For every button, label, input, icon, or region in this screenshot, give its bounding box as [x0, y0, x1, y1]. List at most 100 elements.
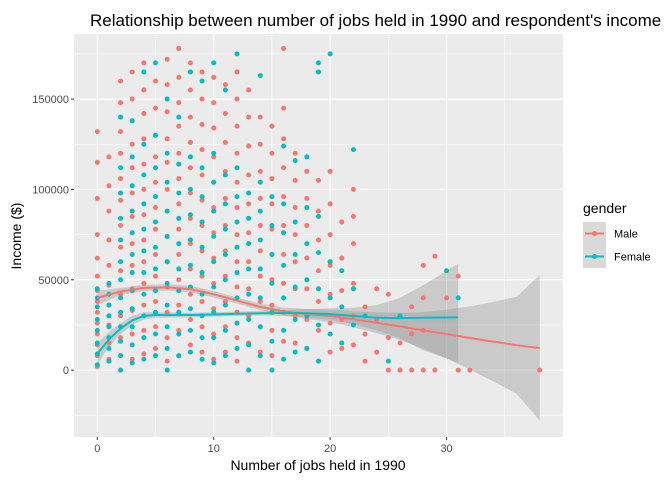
point-female [222, 327, 228, 333]
point-male [281, 136, 287, 142]
point-male [234, 96, 240, 102]
point-male [199, 248, 205, 254]
point-male [467, 367, 473, 373]
point-female [281, 327, 287, 333]
point-female [118, 165, 124, 171]
legend-key-point [592, 254, 597, 259]
point-female [176, 215, 182, 221]
point-female [339, 268, 345, 274]
x-tick-label: 30 [440, 443, 452, 455]
point-male [374, 286, 380, 292]
point-male [187, 114, 193, 120]
point-female [153, 331, 158, 337]
point-male [118, 150, 124, 156]
point-female [234, 51, 240, 57]
point-female [304, 277, 310, 283]
point-male [141, 237, 147, 243]
point-female [176, 114, 182, 120]
point-female [316, 214, 321, 220]
point-male [187, 87, 193, 93]
point-male [222, 349, 228, 355]
point-female [129, 208, 135, 214]
point-male [176, 150, 182, 156]
point-male [269, 327, 275, 333]
point-male [211, 356, 217, 362]
point-female [141, 291, 147, 297]
point-female [129, 342, 135, 348]
point-female [199, 219, 205, 225]
point-female [187, 237, 193, 243]
point-female [118, 295, 124, 301]
point-female [141, 335, 147, 341]
point-female [211, 208, 217, 214]
point-male [281, 45, 287, 51]
point-male [327, 232, 333, 238]
point-female [129, 230, 135, 236]
point-female [292, 219, 298, 225]
point-male [339, 219, 345, 225]
point-male [153, 204, 158, 210]
point-male [432, 253, 438, 259]
point-female [164, 345, 170, 351]
point-male [409, 304, 415, 310]
point-female [316, 358, 321, 364]
point-male [176, 123, 182, 129]
point-male [153, 154, 158, 160]
point-female [316, 69, 321, 75]
point-male [153, 105, 158, 111]
point-female [281, 143, 287, 149]
point-male [234, 284, 240, 290]
point-male [187, 317, 193, 323]
point-female [129, 118, 135, 124]
point-male [234, 150, 240, 156]
point-female [269, 223, 275, 229]
point-female [176, 309, 182, 315]
point-male [234, 69, 240, 75]
point-female [292, 284, 298, 290]
point-female [129, 183, 135, 189]
point-male [94, 309, 100, 315]
point-female [118, 309, 124, 315]
point-female [292, 349, 298, 355]
point-female [269, 194, 275, 200]
point-female [187, 69, 193, 75]
point-male [118, 223, 124, 229]
point-male [199, 349, 205, 355]
point-female [281, 201, 287, 207]
point-male [187, 190, 193, 196]
point-female [141, 141, 147, 147]
point-female [327, 51, 333, 57]
point-female [350, 286, 356, 292]
point-male [281, 338, 287, 344]
point-male [164, 159, 170, 165]
point-male [350, 214, 356, 220]
point-male [292, 232, 298, 238]
point-female [164, 179, 170, 185]
point-female [304, 345, 310, 351]
point-male [106, 237, 112, 243]
point-male [211, 74, 217, 80]
point-female [327, 259, 333, 265]
point-male [222, 223, 228, 229]
point-female [94, 286, 100, 292]
point-female [164, 367, 170, 373]
point-male [153, 273, 158, 279]
point-male [257, 195, 263, 201]
point-male [222, 168, 228, 174]
point-female [94, 340, 100, 346]
point-female [281, 230, 287, 236]
point-female [257, 353, 263, 359]
point-female [141, 270, 147, 276]
point-male [409, 367, 415, 373]
point-male [350, 280, 356, 286]
point-female [94, 327, 100, 333]
point-female [269, 367, 275, 373]
point-female [211, 179, 217, 185]
point-female [141, 201, 147, 207]
point-female [385, 358, 391, 364]
point-male [222, 273, 228, 279]
point-female [257, 266, 263, 272]
point-male [222, 111, 228, 117]
chart-title: Relationship between number of jobs held… [90, 11, 661, 30]
point-female [176, 161, 182, 167]
